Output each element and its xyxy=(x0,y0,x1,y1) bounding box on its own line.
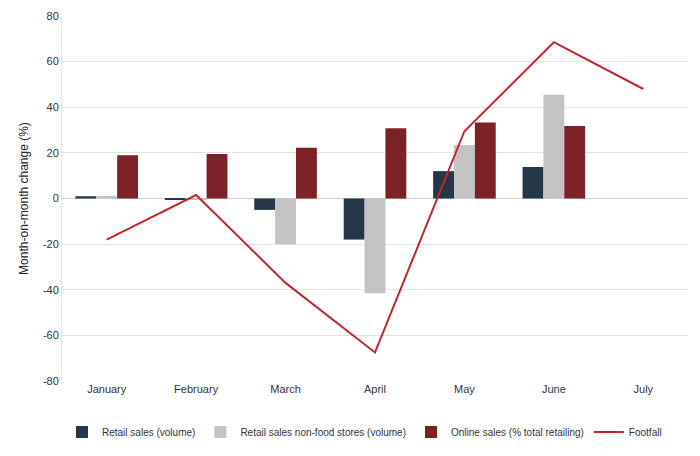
svg-text:Footfall: Footfall xyxy=(629,427,662,438)
svg-text:January: January xyxy=(87,383,127,395)
svg-text:July: July xyxy=(634,383,654,395)
svg-text:Month-on-month change (%): Month-on-month change (%) xyxy=(17,122,31,275)
svg-text:0: 0 xyxy=(53,192,59,204)
svg-text:-80: -80 xyxy=(43,375,59,387)
svg-text:20: 20 xyxy=(47,147,59,159)
svg-text:June: June xyxy=(542,383,566,395)
svg-text:May: May xyxy=(454,383,475,395)
svg-text:March: March xyxy=(270,383,301,395)
svg-text:-20: -20 xyxy=(43,238,59,250)
svg-text:Online sales (% total retailin: Online sales (% total retailing) xyxy=(451,427,584,438)
svg-text:-40: -40 xyxy=(43,284,59,296)
svg-text:April: April xyxy=(364,383,386,395)
svg-text:-60: -60 xyxy=(43,329,59,341)
svg-text:40: 40 xyxy=(47,101,59,113)
svg-text:80: 80 xyxy=(47,10,59,22)
svg-text:Retail sales non-food stores (: Retail sales non-food stores (volume) xyxy=(240,427,406,438)
svg-text:February: February xyxy=(174,383,219,395)
svg-text:Retail sales (volume): Retail sales (volume) xyxy=(102,427,195,438)
svg-text:60: 60 xyxy=(47,55,59,67)
